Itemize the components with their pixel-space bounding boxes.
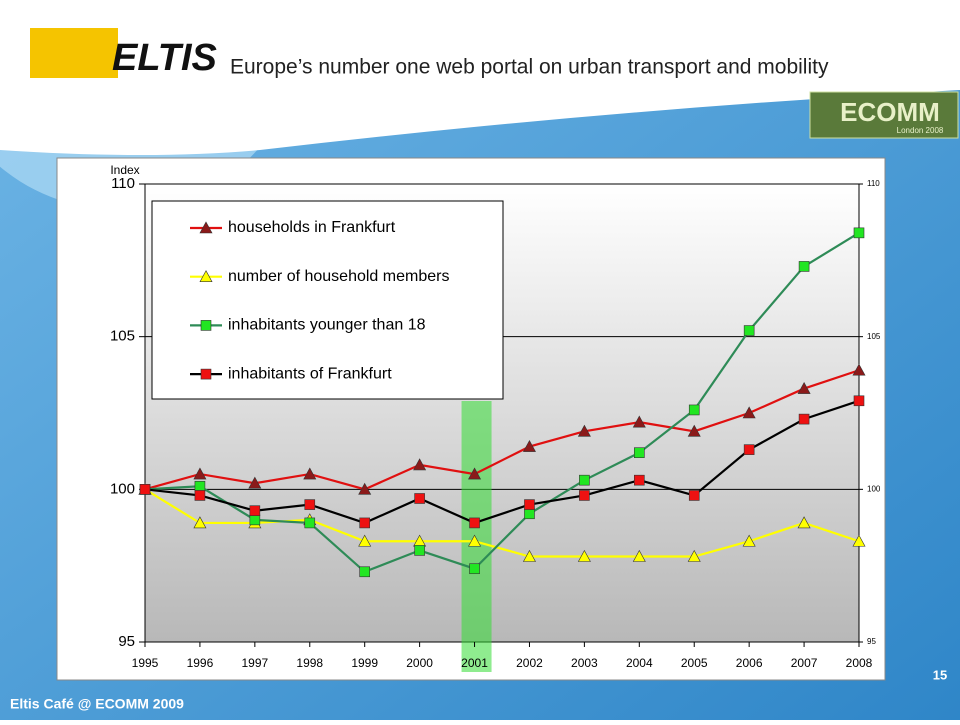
marker xyxy=(797,381,811,394)
x-tick-label: 2008 xyxy=(846,656,873,670)
series-line xyxy=(144,488,860,558)
x-tick-label: 2005 xyxy=(681,656,708,670)
marker xyxy=(469,563,480,575)
x-tick-label: 1996 xyxy=(187,656,214,670)
highlight-band xyxy=(461,401,492,672)
x-tick-label: 1998 xyxy=(296,656,323,670)
series-line xyxy=(144,369,860,491)
marker xyxy=(193,467,207,480)
series-line xyxy=(144,231,860,574)
legend-marker xyxy=(199,270,213,282)
marker xyxy=(358,482,372,495)
marker xyxy=(852,534,866,547)
marker xyxy=(468,534,482,547)
y-tick-label: 100 xyxy=(110,480,135,497)
legend-label: households in Frankfurt xyxy=(228,219,396,236)
marker xyxy=(688,490,700,501)
marker xyxy=(522,439,536,452)
marker xyxy=(359,566,370,578)
marker xyxy=(632,415,646,428)
marker xyxy=(742,534,756,547)
x-tick-label: 2007 xyxy=(791,656,818,670)
marker xyxy=(194,480,206,492)
marker xyxy=(579,474,590,486)
x-tick-label: 2004 xyxy=(626,656,653,670)
marker xyxy=(687,549,701,562)
marker xyxy=(249,505,261,517)
marker xyxy=(688,404,700,416)
y-tick-label: 95 xyxy=(118,633,135,650)
y2-tick-label: 95 xyxy=(867,637,876,646)
marker xyxy=(413,458,427,471)
marker xyxy=(634,474,645,486)
legend-label: inhabitants of Frankfurt xyxy=(228,365,392,382)
x-tick-label: 1997 xyxy=(241,656,268,670)
badge xyxy=(809,91,959,139)
marker xyxy=(743,444,755,455)
marker xyxy=(193,516,207,529)
badge-subtitle: London 2008 xyxy=(897,126,944,135)
page-number: 15 xyxy=(933,667,947,682)
series-line xyxy=(144,399,860,525)
marker xyxy=(304,499,316,510)
marker xyxy=(798,261,810,272)
marker xyxy=(798,413,810,425)
marker xyxy=(524,499,535,510)
legend-marker xyxy=(200,320,212,331)
x-tick-label: 2006 xyxy=(736,656,763,670)
marker xyxy=(577,549,591,562)
marker xyxy=(139,484,151,495)
marker xyxy=(468,467,482,480)
marker xyxy=(469,517,480,529)
y-tick-label: 105 xyxy=(110,328,135,345)
x-tick-label: 2002 xyxy=(516,656,543,670)
footer-text: Eltis Café @ ECOMM 2009 xyxy=(10,696,184,712)
marker xyxy=(632,549,646,562)
logo: ELTIS xyxy=(112,37,217,79)
marker xyxy=(304,517,316,529)
marker xyxy=(303,467,317,480)
x-tick-label: 2001 xyxy=(461,656,488,670)
marker xyxy=(414,493,425,504)
marker xyxy=(577,424,591,437)
marker xyxy=(797,516,811,529)
marker xyxy=(742,406,756,419)
legend xyxy=(151,200,504,400)
marker xyxy=(248,476,262,489)
y-tick-label: 110 xyxy=(111,175,135,192)
marker xyxy=(359,517,370,529)
x-tick-label: 1999 xyxy=(351,656,378,670)
marker xyxy=(579,490,590,501)
marker xyxy=(743,325,755,336)
legend-label: number of household members xyxy=(228,268,449,285)
marker xyxy=(634,447,645,458)
marker xyxy=(249,514,261,526)
marker xyxy=(524,508,535,520)
marker xyxy=(687,424,701,437)
marker xyxy=(522,549,536,562)
legend-label: inhabitants younger than 18 xyxy=(228,317,426,334)
legend-marker xyxy=(200,368,212,380)
y2-tick-label: 110 xyxy=(867,179,880,188)
x-tick-label: 2000 xyxy=(406,656,433,670)
y2-tick-label: 105 xyxy=(867,332,881,341)
marker xyxy=(853,227,865,239)
marker xyxy=(852,363,866,376)
legend-marker xyxy=(199,221,213,234)
marker xyxy=(414,545,425,556)
logo-icon xyxy=(30,28,118,78)
header-band xyxy=(0,0,960,155)
x-tick-label: 2003 xyxy=(571,656,598,670)
marker xyxy=(194,490,206,501)
marker xyxy=(358,534,372,547)
marker xyxy=(853,395,865,407)
y2-tick-label: 100 xyxy=(867,484,881,493)
tagline: Europe’s number one web portal on urban … xyxy=(230,56,829,79)
y-axis-label: Index xyxy=(110,163,139,177)
x-tick-label: 1995 xyxy=(132,656,159,670)
badge-name: ECOMM xyxy=(840,97,940,127)
